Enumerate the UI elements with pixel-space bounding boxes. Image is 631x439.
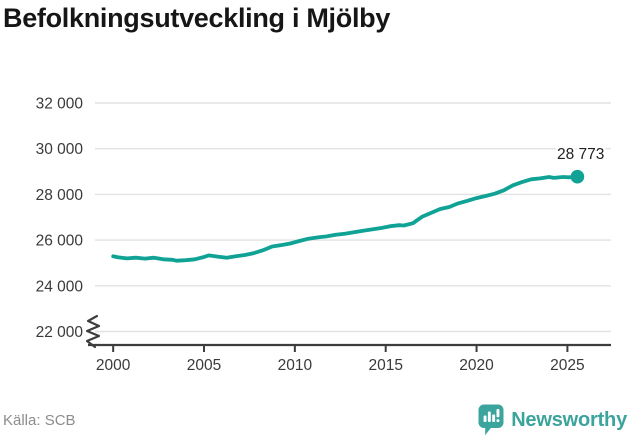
x-tick-label: 2010	[278, 357, 313, 374]
source-note: Källa: SCB	[3, 412, 76, 429]
y-tick-label: 24 000	[36, 278, 84, 295]
y-tick-label: 22 000	[36, 324, 84, 341]
last-data-point	[570, 169, 585, 184]
axis-break-icon	[85, 314, 101, 349]
newsworthy-bar-chart-badge-icon	[478, 404, 504, 436]
y-tick-label: 32 000	[36, 96, 84, 113]
x-tick-label: 2015	[368, 357, 402, 374]
population-line-series: 28 773	[111, 144, 607, 263]
gridlines	[95, 102, 611, 333]
brand-name: Newsworthy	[511, 408, 627, 431]
y-tick-label: 30 000	[36, 141, 84, 158]
y-tick-label: 26 000	[36, 233, 84, 250]
y-tick-label: 28 000	[36, 187, 84, 204]
x-tick-label: 2025	[550, 357, 584, 374]
page-title: Befolkningsutveckling i Mjölby	[3, 3, 391, 33]
x-tick-label: 2020	[459, 357, 494, 374]
population-line	[111, 174, 580, 263]
x-axis: 2000 2005 2010 2015 2020 2025	[88, 343, 611, 374]
x-tick-label: 2000	[96, 357, 131, 374]
x-tick-label: 2005	[187, 357, 221, 374]
brand-logo[interactable]: Newsworthy	[478, 404, 627, 436]
y-axis-labels: 22 000 24 000 26 000 28 000 30 000 32 000	[36, 96, 84, 342]
badge-bars-icon	[483, 409, 500, 422]
end-value-label: 28 773	[557, 146, 604, 163]
